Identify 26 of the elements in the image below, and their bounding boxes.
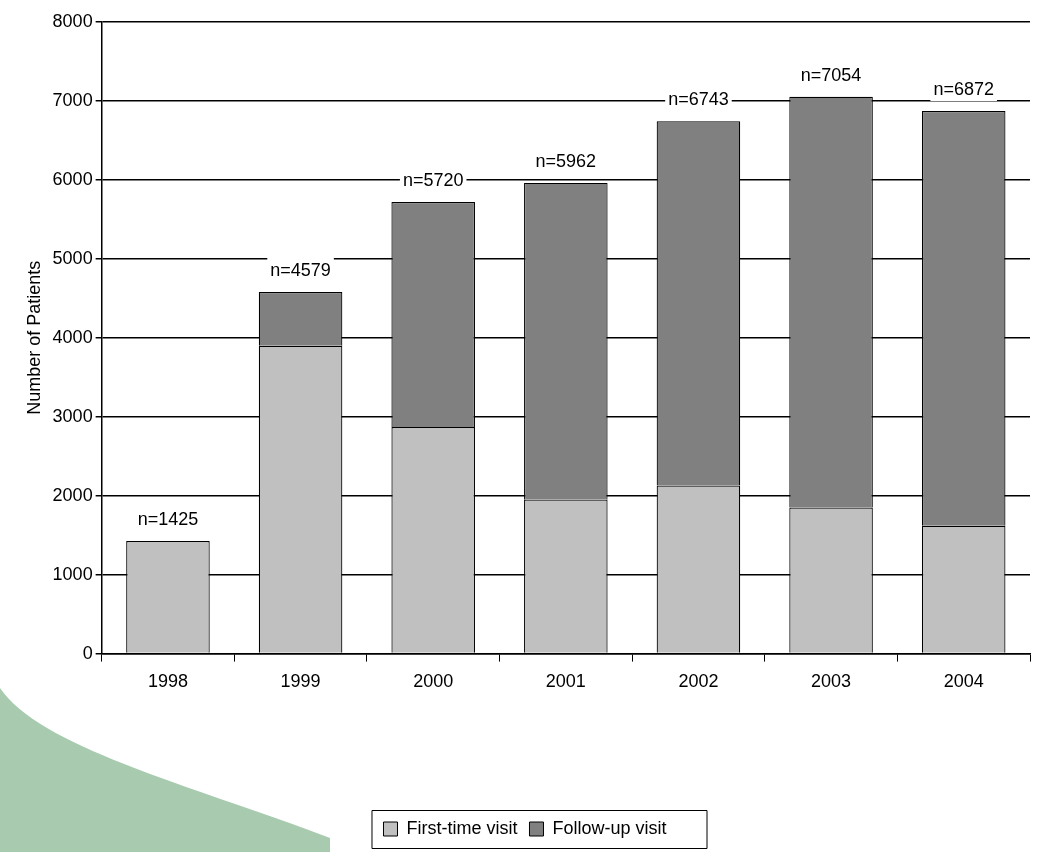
total-label: n=6872 — [933, 79, 994, 100]
x-tick-label: 2004 — [943, 671, 984, 692]
legend-label: Follow-up visit — [552, 817, 667, 838]
total-label: n=6743 — [668, 89, 729, 110]
y-axis-title: Number of Patients — [23, 260, 44, 415]
legend-label: First-time visit — [406, 817, 518, 838]
x-tick-label: 2000 — [413, 671, 454, 692]
total-label: n=5720 — [402, 169, 464, 190]
y-tick-label: 1000 — [52, 563, 93, 584]
x-tick-label: 2001 — [545, 671, 586, 692]
y-tick-label: 5000 — [52, 247, 93, 268]
x-tick-label: 1998 — [147, 671, 188, 692]
y-tick-label: 0 — [82, 642, 93, 663]
x-tick-label: 1999 — [280, 671, 321, 692]
total-label: n=1425 — [137, 509, 199, 530]
y-tick-label: 2000 — [52, 484, 93, 505]
total-label: n=4579 — [270, 260, 331, 281]
y-tick-label: 7000 — [52, 89, 93, 110]
x-tick-label: 2002 — [678, 671, 719, 692]
total-label: n=5962 — [535, 150, 597, 171]
y-tick-label: 6000 — [52, 168, 93, 189]
x-tick-label: 2003 — [811, 671, 852, 692]
total-label: n=7054 — [800, 64, 862, 85]
y-tick-label: 8000 — [52, 10, 93, 31]
y-tick-label: 3000 — [52, 405, 93, 426]
y-tick-label: 4000 — [52, 326, 93, 347]
